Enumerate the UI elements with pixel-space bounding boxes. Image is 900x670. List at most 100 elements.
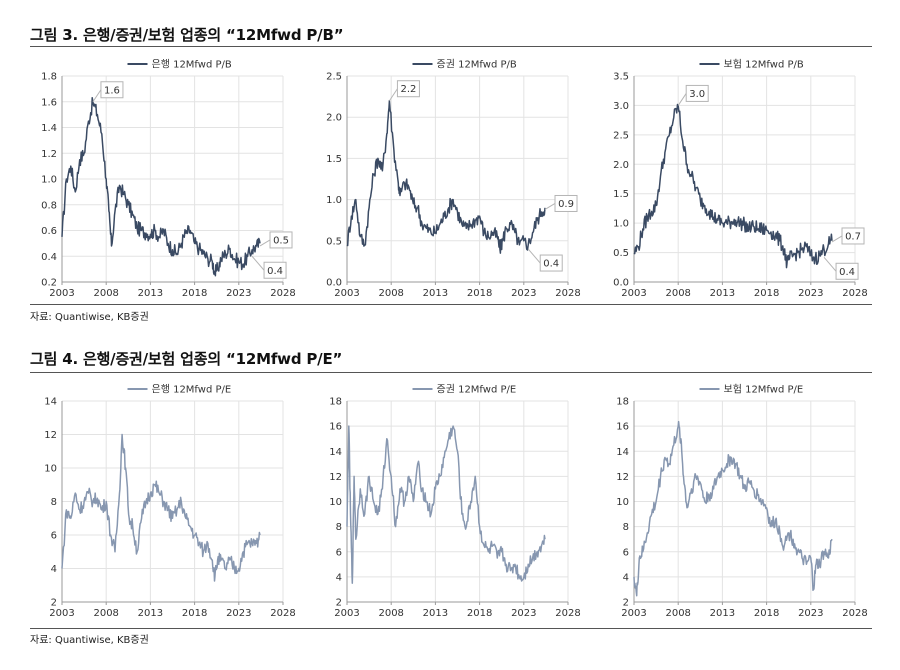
y-tick-label: 18 bbox=[329, 397, 342, 408]
y-tick-label: 12 bbox=[329, 472, 342, 483]
x-tick-label: 2013 bbox=[138, 288, 163, 299]
x-tick-label: 2013 bbox=[710, 608, 735, 619]
y-tick-label: 18 bbox=[616, 397, 629, 408]
figure-3-source: 자료: Quantiwise, KB증권 bbox=[30, 312, 149, 323]
y-tick-label: 1.2 bbox=[41, 149, 57, 160]
y-tick-label: 0.4 bbox=[41, 252, 57, 263]
figure-3-rule bbox=[30, 46, 872, 47]
x-tick-label: 2018 bbox=[182, 288, 207, 299]
y-tick-label: 10 bbox=[44, 464, 57, 475]
x-tick-label: 2018 bbox=[467, 288, 492, 299]
y-tick-label: 0.2 bbox=[41, 278, 57, 289]
y-tick-label: 2 bbox=[51, 598, 57, 609]
callout-label: 0.5 bbox=[273, 235, 289, 246]
x-tick-label: 2008 bbox=[93, 608, 118, 619]
x-tick-label: 2008 bbox=[378, 608, 403, 619]
callout-leader bbox=[389, 88, 398, 101]
y-tick-label: 14 bbox=[329, 447, 342, 458]
callout-label: 0.4 bbox=[839, 267, 855, 278]
callout-leader bbox=[251, 255, 265, 271]
y-tick-label: 6 bbox=[51, 531, 57, 542]
chart-securities-pb: 0.0 0.5 1.0 1.5 2.0 2.5 2003 2008 2013 2018 2023 20… bbox=[326, 59, 581, 300]
x-tick-label: 2008 bbox=[378, 288, 403, 299]
x-tick-label: 2023 bbox=[226, 288, 251, 299]
legend-label: 보험 12Mfwd P/B bbox=[724, 59, 804, 71]
callout-label: 2.2 bbox=[400, 84, 416, 95]
x-tick-label: 2023 bbox=[226, 608, 251, 619]
y-tick-label: 2.5 bbox=[613, 130, 629, 141]
y-tick-label: 4 bbox=[51, 564, 57, 575]
x-tick-label: 2028 bbox=[842, 608, 867, 619]
series-line bbox=[61, 433, 261, 582]
y-tick-label: 0.5 bbox=[326, 236, 342, 247]
figure-3-title: 그림 3. 은행/증권/보험 업종의 “12Mfwd P/B” bbox=[30, 26, 344, 44]
x-tick-label: 2023 bbox=[798, 608, 823, 619]
x-tick-label: 2008 bbox=[665, 288, 690, 299]
y-tick-label: 2 bbox=[336, 598, 342, 609]
x-tick-label: 2028 bbox=[842, 288, 867, 299]
chart-insurance-pb: 0.0 0.5 1.0 1.5 2.0 2.5 3.0 3.5 2003 2008 2013 2018… bbox=[613, 59, 868, 300]
x-tick-label: 2028 bbox=[555, 288, 580, 299]
y-tick-label: 6 bbox=[623, 547, 629, 558]
legend: 증권 12Mfwd P/B bbox=[412, 59, 517, 71]
y-tick-label: 1.5 bbox=[613, 189, 629, 200]
callout-label: 0.9 bbox=[558, 199, 574, 210]
y-tick-label: 3.5 bbox=[613, 72, 629, 83]
x-tick-label: 2013 bbox=[423, 608, 448, 619]
x-tick-label: 2028 bbox=[270, 288, 295, 299]
y-tick-label: 1.0 bbox=[326, 195, 342, 206]
legend-label: 은행 12Mfwd P/E bbox=[152, 384, 232, 396]
series-line bbox=[633, 420, 833, 597]
callout-box bbox=[263, 261, 287, 279]
y-tick-label: 16 bbox=[329, 422, 342, 433]
x-tick-label: 2003 bbox=[334, 288, 359, 299]
y-tick-label: 8 bbox=[336, 522, 342, 533]
callout-box bbox=[269, 231, 293, 249]
legend: 증권 12Mfwd P/E bbox=[412, 384, 517, 396]
series-line bbox=[346, 99, 546, 254]
y-tick-label: 0.0 bbox=[326, 278, 342, 289]
figure-4-title: 그림 4. 은행/증권/보험 업종의 “12Mfwd P/E” bbox=[30, 350, 343, 368]
callout-label: 1.6 bbox=[104, 85, 120, 96]
y-tick-label: 1.0 bbox=[613, 219, 629, 230]
callout-label: 0.4 bbox=[267, 266, 283, 277]
y-tick-label: 14 bbox=[616, 447, 629, 458]
y-tick-label: 0.5 bbox=[613, 248, 629, 259]
y-tick-label: 1.8 bbox=[41, 72, 57, 83]
y-tick-label: 6 bbox=[336, 547, 342, 558]
callout-box bbox=[100, 81, 124, 99]
y-tick-label: 1.0 bbox=[41, 175, 57, 186]
figure-3-bottom-rule bbox=[30, 304, 872, 305]
y-tick-label: 16 bbox=[616, 422, 629, 433]
x-tick-label: 2023 bbox=[511, 608, 536, 619]
legend: 은행 12Mfwd P/B bbox=[127, 59, 232, 71]
callout-leader bbox=[544, 203, 556, 210]
chart-insurance-pe: 2 4 6 8 10 12 14 16 18 2003 2008 2013 2018 2023 2028 보험… bbox=[616, 384, 867, 620]
figure-4-bottom-rule bbox=[30, 628, 872, 629]
y-tick-label: 4 bbox=[336, 572, 342, 583]
x-tick-label: 2028 bbox=[270, 608, 295, 619]
y-tick-label: 2.0 bbox=[613, 160, 629, 171]
x-tick-label: 2023 bbox=[511, 288, 536, 299]
callout-leader bbox=[831, 235, 843, 243]
callout-box bbox=[554, 194, 578, 212]
legend-label: 증권 12Mfwd P/E bbox=[437, 384, 517, 396]
x-tick-label: 2018 bbox=[754, 608, 779, 619]
callout-box bbox=[835, 262, 859, 280]
y-tick-label: 1.6 bbox=[41, 97, 57, 108]
x-tick-label: 2028 bbox=[555, 608, 580, 619]
legend-label: 증권 12Mfwd P/B bbox=[437, 59, 517, 71]
x-tick-label: 2018 bbox=[182, 608, 207, 619]
callout-box bbox=[396, 80, 420, 98]
x-tick-label: 2008 bbox=[93, 288, 118, 299]
series-line bbox=[61, 97, 261, 277]
series-line bbox=[633, 103, 833, 269]
callout-label: 0.7 bbox=[845, 231, 861, 242]
callout-label: 0.4 bbox=[543, 259, 559, 270]
x-tick-label: 2003 bbox=[49, 608, 74, 619]
y-tick-label: 2.0 bbox=[326, 113, 342, 124]
legend: 은행 12Mfwd P/E bbox=[127, 384, 232, 396]
chart-bank-pe: 2 4 6 8 10 12 14 2003 2008 2013 2018 2023 2028 은행 12M… bbox=[44, 384, 295, 620]
figure-4-rule bbox=[30, 372, 872, 373]
y-tick-label: 2.5 bbox=[326, 72, 342, 83]
